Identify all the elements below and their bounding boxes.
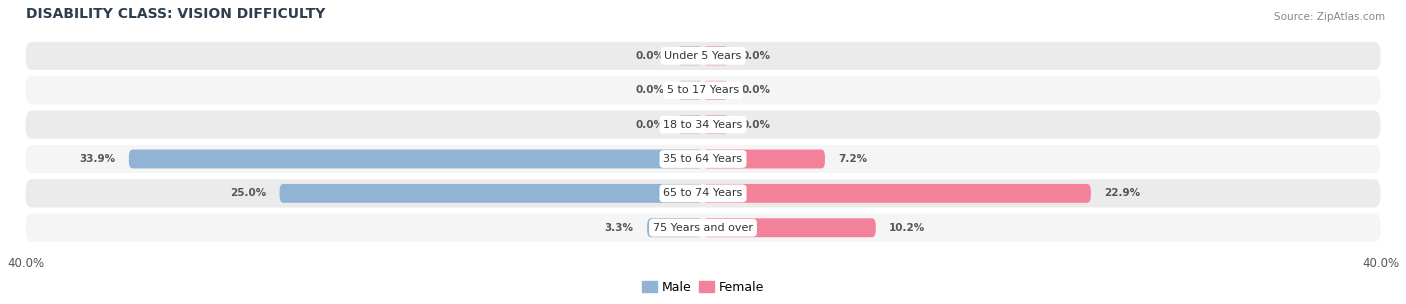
Text: 0.0%: 0.0% [742,51,770,61]
Text: 7.2%: 7.2% [838,154,868,164]
FancyBboxPatch shape [703,47,728,65]
Text: 65 to 74 Years: 65 to 74 Years [664,188,742,199]
FancyBboxPatch shape [678,81,703,100]
Text: 35 to 64 Years: 35 to 64 Years [664,154,742,164]
Text: 3.3%: 3.3% [605,223,634,233]
Text: Under 5 Years: Under 5 Years [665,51,741,61]
Text: 10.2%: 10.2% [890,223,925,233]
FancyBboxPatch shape [25,214,1381,242]
FancyBboxPatch shape [25,145,1381,173]
Text: 33.9%: 33.9% [79,154,115,164]
FancyBboxPatch shape [703,81,728,100]
Text: 0.0%: 0.0% [636,51,664,61]
FancyBboxPatch shape [25,111,1381,139]
Legend: Male, Female: Male, Female [641,281,765,294]
FancyBboxPatch shape [703,150,825,168]
FancyBboxPatch shape [280,184,703,203]
Text: DISABILITY CLASS: VISION DIFFICULTY: DISABILITY CLASS: VISION DIFFICULTY [25,7,325,21]
Text: 0.0%: 0.0% [742,120,770,130]
Text: 0.0%: 0.0% [636,120,664,130]
FancyBboxPatch shape [703,115,728,134]
FancyBboxPatch shape [647,218,703,237]
FancyBboxPatch shape [129,150,703,168]
Text: 22.9%: 22.9% [1105,188,1140,199]
Text: Source: ZipAtlas.com: Source: ZipAtlas.com [1274,12,1385,22]
Text: 0.0%: 0.0% [636,85,664,95]
FancyBboxPatch shape [25,179,1381,207]
FancyBboxPatch shape [25,76,1381,104]
Text: 5 to 17 Years: 5 to 17 Years [666,85,740,95]
FancyBboxPatch shape [703,218,876,237]
FancyBboxPatch shape [25,42,1381,70]
Text: 0.0%: 0.0% [742,85,770,95]
Text: 25.0%: 25.0% [229,188,266,199]
FancyBboxPatch shape [703,184,1091,203]
Text: 75 Years and over: 75 Years and over [652,223,754,233]
FancyBboxPatch shape [678,47,703,65]
FancyBboxPatch shape [678,115,703,134]
Text: 18 to 34 Years: 18 to 34 Years [664,120,742,130]
